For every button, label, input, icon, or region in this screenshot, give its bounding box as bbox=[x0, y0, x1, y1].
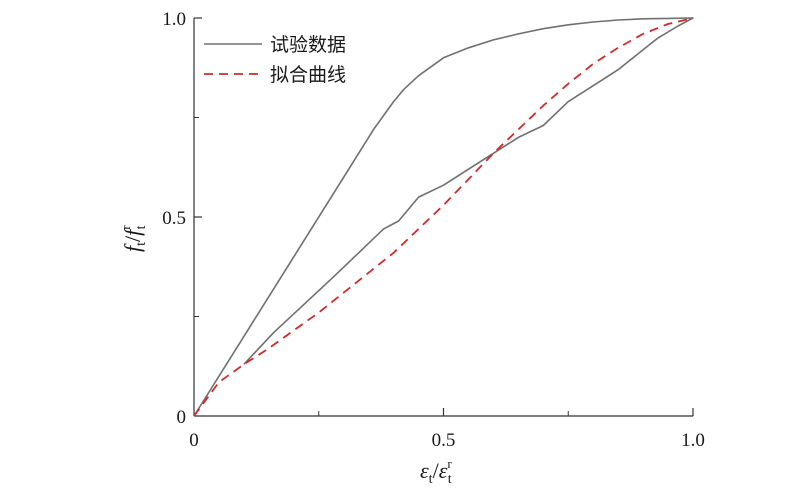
x-tick-label: 1.0 bbox=[681, 430, 705, 451]
x-tick-label: 0.5 bbox=[432, 430, 456, 451]
y-axis-label: ft/frt bbox=[118, 225, 149, 252]
legend-label: 试验数据 bbox=[270, 34, 346, 56]
axis-labels: εt/εr t ft/frt bbox=[118, 225, 452, 487]
x-axis-label: εt/εr t bbox=[420, 456, 452, 487]
axes: 0 0.5 1.0 0 0.5 1.0 bbox=[162, 9, 705, 451]
series-fit-curve bbox=[193, 17, 694, 417]
y-tick-label: 0 bbox=[177, 407, 187, 428]
y-tick-label: 0.5 bbox=[162, 208, 186, 229]
y-tick-label: 1.0 bbox=[162, 9, 186, 30]
plot-area bbox=[193, 17, 694, 417]
legend-label: 拟合曲线 bbox=[270, 64, 346, 86]
series-experimental-data bbox=[193, 17, 694, 417]
x-tick-label: 0 bbox=[189, 430, 199, 451]
